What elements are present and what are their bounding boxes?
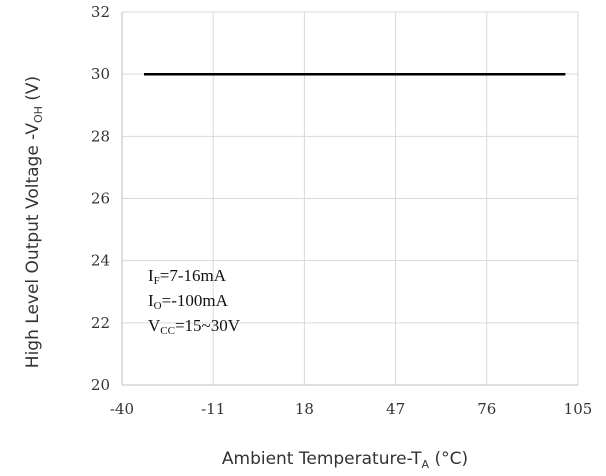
y-tick-label: 30 [91, 65, 110, 83]
annotation-if: IF=7-16mA [148, 266, 227, 287]
y-tick-label: 26 [91, 190, 110, 208]
y-tick-label: 22 [91, 314, 110, 332]
x-tick-label: -11 [201, 400, 225, 418]
x-tick-label: -40 [110, 400, 134, 418]
y-tick-labels: 20 22 24 26 28 30 32 [91, 3, 110, 394]
y-tick-label: 24 [91, 252, 110, 270]
x-axis-title: Ambient Temperature-TA (°C) [222, 449, 468, 471]
y-tick-label: 32 [91, 3, 110, 21]
x-tick-label: 105 [564, 400, 593, 418]
annotation-block: IF=7-16mA IO=-100mA VCC=15~30V [148, 266, 241, 337]
y-axis-title: High Level Output Voltage -VOH (V) [23, 76, 45, 368]
x-tick-label: 18 [295, 400, 314, 418]
y-tick-label: 20 [91, 376, 110, 394]
x-tick-label: 76 [477, 400, 496, 418]
axes [121, 12, 578, 386]
annotation-vcc: VCC=15~30V [148, 316, 241, 337]
y-tick-label: 28 [91, 127, 110, 145]
annotation-io: IO=-100mA [148, 291, 229, 312]
x-tick-label: 47 [386, 400, 405, 418]
x-tick-labels: -40 -11 18 47 76 105 [110, 400, 592, 418]
